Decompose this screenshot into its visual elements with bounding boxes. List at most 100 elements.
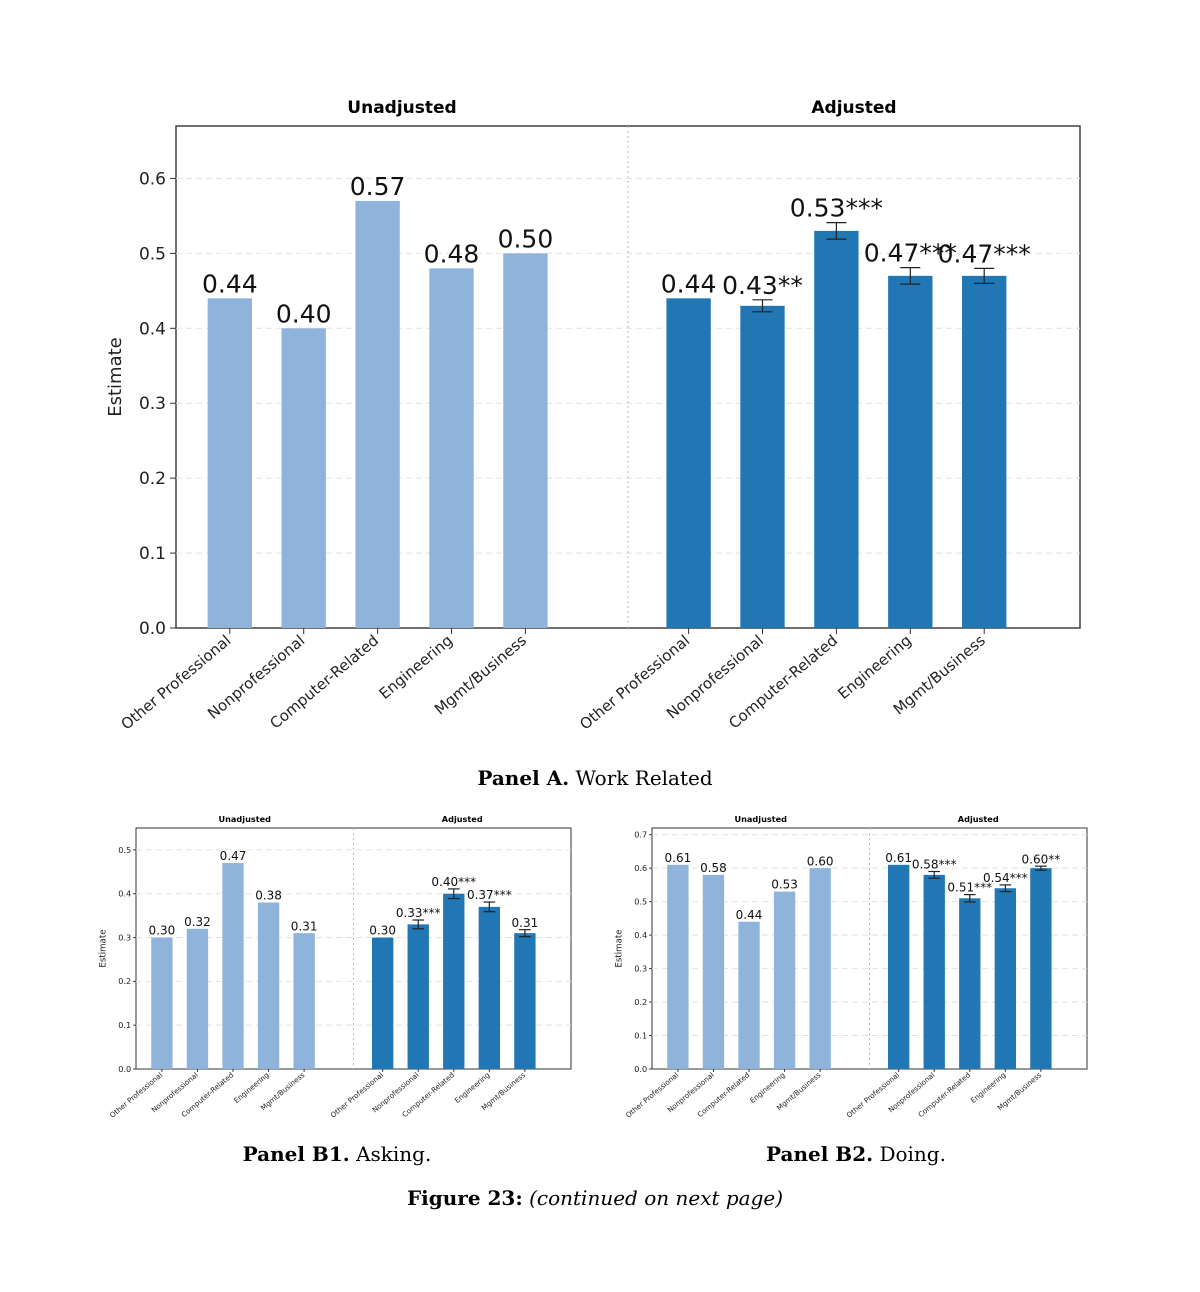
plot-frame: [135, 827, 572, 1070]
x-tick-label: Mgmt/Business: [775, 1070, 823, 1112]
data-label: 0.57: [350, 172, 406, 201]
data-label: 0.32: [184, 915, 211, 929]
bar: [514, 933, 536, 1069]
data-label: 0.30: [149, 924, 176, 938]
y-tick-label: 0.5: [118, 845, 131, 855]
data-label: 0.51***: [947, 881, 992, 895]
data-label: 0.40***: [431, 875, 476, 889]
data-label: 0.47***: [864, 239, 957, 268]
figure-text: (continued on next page): [529, 1186, 784, 1210]
x-tick-label: Mgmt/Business: [995, 1070, 1043, 1112]
bar: [503, 253, 548, 628]
y-tick-label: 0.3: [139, 394, 166, 414]
data-label: 0.31: [512, 916, 539, 930]
x-tick-label: Nonprofessional: [666, 1070, 716, 1114]
bar: [994, 888, 1017, 1069]
x-tick-label: Nonprofessional: [150, 1070, 200, 1114]
y-tick-label: 0.0: [139, 619, 166, 639]
x-tick-label: Engineering: [232, 1070, 271, 1105]
bar: [407, 924, 429, 1069]
bar: [962, 275, 1007, 628]
data-label: 0.61: [665, 851, 692, 865]
y-tick-label: 0.0: [118, 1064, 131, 1074]
y-tick-label: 0.5: [634, 897, 647, 907]
x-tick-label: Other Professional: [845, 1070, 901, 1119]
x-tick-label: Computer-Related: [696, 1070, 752, 1119]
data-label: 0.58***: [912, 858, 957, 872]
bar: [355, 200, 400, 629]
bar: [478, 906, 501, 1069]
group-title: Unadjusted: [219, 814, 272, 824]
bar: [740, 305, 785, 628]
x-tick-label: Nonprofessional: [886, 1070, 936, 1114]
data-label: 0.53: [771, 878, 798, 892]
bar: [888, 275, 933, 628]
data-label: 0.47: [220, 849, 247, 863]
bar: [809, 868, 831, 1069]
data-label: 0.40: [276, 299, 332, 328]
data-label: 0.30: [369, 924, 396, 938]
bar: [666, 298, 711, 628]
data-label: 0.44: [736, 908, 763, 922]
data-label: 0.38: [255, 889, 282, 903]
data-label: 0.61: [885, 851, 912, 865]
data-label: 0.44: [202, 269, 258, 298]
panel-a-label: Panel A.: [477, 766, 570, 790]
bar: [257, 902, 280, 1069]
y-tick-label: 0.1: [634, 1030, 647, 1040]
group-title: Adjusted: [442, 814, 483, 824]
y-tick-label: 0.5: [139, 244, 166, 264]
bar: [151, 937, 173, 1069]
y-axis-label: Estimate: [105, 337, 126, 417]
panel-a-text: Work Related: [575, 766, 713, 790]
data-label: 0.33***: [396, 906, 441, 920]
data-label: 0.53***: [790, 194, 883, 223]
x-tick-label: Computer-Related: [400, 1070, 456, 1119]
data-label: 0.31: [291, 919, 318, 933]
y-tick-label: 0.2: [139, 469, 166, 489]
bar: [923, 874, 945, 1069]
data-label: 0.54***: [983, 871, 1028, 885]
data-label: 0.58: [700, 861, 727, 875]
x-tick-label: Other Professional: [329, 1070, 385, 1119]
bar: [887, 864, 910, 1069]
bar: [429, 268, 474, 628]
panel-b1-text: Asking.: [356, 1142, 432, 1166]
panel-a-chart: 0.0 0.1 0.2 0.3 0.4 0.5 0.6 Estimate Unadjusted 0…: [105, 98, 1081, 733]
x-tick-label: Engineering: [969, 1070, 1008, 1105]
bar: [738, 921, 760, 1069]
x-tick-label: Mgmt/Business: [259, 1070, 307, 1112]
y-tick-label: 0.4: [139, 319, 166, 339]
y-tick-label: 0.4: [634, 930, 647, 940]
bar: [959, 898, 981, 1069]
figure-caption: Figure 23: (continued on next page): [0, 1186, 1190, 1210]
bar: [371, 937, 394, 1069]
data-label: 0.48: [424, 239, 480, 268]
bar: [186, 928, 209, 1069]
y-tick-label: 0.2: [634, 997, 647, 1007]
bar: [667, 864, 689, 1069]
data-label: 0.44: [661, 269, 717, 298]
x-tick-label: Other Professional: [108, 1070, 164, 1119]
y-tick-label: 0.7: [634, 830, 647, 840]
group-title: Adjusted: [958, 814, 999, 824]
y-tick-label: 0.3: [634, 963, 647, 973]
bar: [702, 874, 725, 1069]
group-title: Unadjusted: [347, 98, 456, 118]
x-tick-label: Engineering: [453, 1070, 492, 1105]
y-tick-label: 0.6: [139, 169, 166, 189]
data-label: 0.50: [498, 224, 554, 253]
panel-b1-caption: Panel B1. Asking.: [0, 1142, 674, 1166]
y-tick-label: 0.6: [634, 863, 647, 873]
data-label: 0.47***: [938, 239, 1031, 268]
plot-frame: [651, 827, 1088, 1070]
data-label: 0.37***: [467, 888, 512, 902]
bar: [293, 933, 315, 1069]
data-label: 0.43**: [722, 271, 803, 300]
y-axis-label: Estimate: [99, 929, 109, 967]
bar: [443, 893, 465, 1069]
panel-b2-text: Doing.: [879, 1142, 946, 1166]
bar: [1030, 868, 1052, 1069]
data-label: 0.60**: [1022, 852, 1061, 866]
panel-b2-caption: Panel B2. Doing.: [606, 1142, 1106, 1166]
